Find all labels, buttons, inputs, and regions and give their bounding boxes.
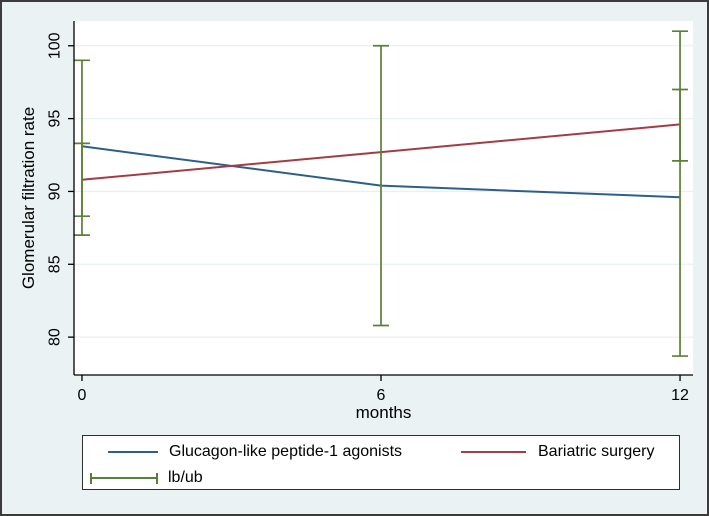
y-tick-label: 80	[47, 328, 64, 346]
legend-item-bariatric: Bariatric surgery	[461, 439, 654, 465]
x-tick-label: 12	[671, 387, 689, 404]
glp1-line-sample-icon	[108, 450, 158, 454]
y-tick-label: 90	[47, 182, 64, 200]
y-axis-title: Glomerular filtration rate	[19, 107, 38, 289]
legend-label-glp1: Glucagon-like peptide-1 agonists	[169, 443, 403, 460]
x-tick-label: 6	[377, 387, 386, 404]
legend-item-glp1: Glucagon-like peptide-1 agonists	[108, 439, 402, 465]
legend-label-lbub: lb/ub	[168, 469, 203, 486]
errorbar-sample-icon	[90, 472, 158, 484]
line-chart: 80 85 90 95 100 0 6 12 months Glomerular filtrati…	[19, 21, 693, 422]
legend-label-bariatric: Bariatric surgery	[538, 443, 655, 460]
legend: Glucagon-like peptide-1 agonists Bariatr…	[82, 435, 680, 490]
x-tick-label: 0	[78, 387, 87, 404]
bariatric-line-sample-icon	[461, 450, 526, 454]
y-tick-label: 85	[47, 255, 64, 273]
x-axis-title: months	[356, 403, 412, 422]
y-tick-label: 95	[47, 110, 64, 128]
plot-area	[74, 21, 693, 375]
y-tick-label: 100	[47, 32, 64, 59]
legend-item-lbub: lb/ub	[90, 466, 203, 490]
